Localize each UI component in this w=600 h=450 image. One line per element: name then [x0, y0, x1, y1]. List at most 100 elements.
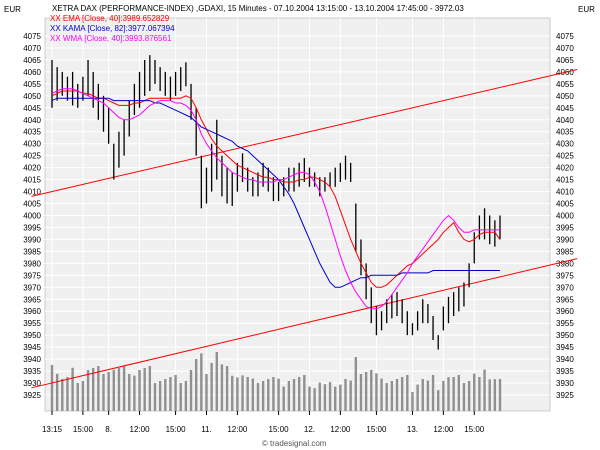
y-tick-label: 4065	[23, 56, 41, 65]
y-axis-right: 3925 3930 3935 3940 3945 3950 3955 3960 3965 3970…	[556, 32, 574, 400]
volume-bar	[76, 383, 79, 411]
brand-icon: ©	[262, 439, 268, 448]
currency-left: EUR	[4, 5, 21, 14]
volume-bar	[210, 363, 213, 411]
upper-channel-line	[31, 69, 578, 197]
y-tick-label: 3980	[23, 259, 41, 268]
x-tick-label: 12:00	[330, 425, 351, 434]
volume-bar	[231, 375, 234, 411]
gridlines	[45, 18, 550, 411]
volume-bar	[308, 386, 311, 411]
x-tick-label: 12.	[304, 425, 315, 434]
y-tick-label: 3960	[556, 307, 574, 316]
y-tick-label: 3985	[556, 247, 574, 256]
volume-bar	[426, 380, 430, 411]
volume-bar	[102, 374, 105, 411]
y-tick-label: 4015	[23, 176, 41, 185]
x-tick-label: 12:00	[227, 425, 248, 434]
y-tick-label: 4070	[23, 44, 41, 53]
ema-legend: XX EMA [Close, 40]:3989.652829	[50, 14, 170, 23]
volume-bar	[220, 364, 224, 411]
wma-legend: XX WMA [Close, 40]:3993.876561	[50, 34, 172, 43]
volume-bar	[143, 368, 146, 411]
volume-bar	[478, 377, 481, 411]
y-tick-label: 3975	[23, 271, 41, 280]
volume-bar	[158, 381, 162, 411]
volume-bar	[370, 370, 373, 411]
y-tick-label: 3990	[556, 235, 574, 244]
volume-bar	[493, 379, 497, 411]
volume-bar	[431, 375, 435, 411]
volume-bar	[169, 377, 172, 411]
x-tick-label: 12:00	[433, 425, 454, 434]
volume-bar	[334, 386, 337, 411]
volume-bar	[282, 386, 285, 411]
volume-bar	[287, 381, 291, 411]
y-tick-label: 3995	[556, 223, 574, 232]
volume-bar	[184, 381, 188, 411]
volume-bar	[442, 381, 445, 411]
volume-bar	[318, 382, 321, 411]
volume-bar	[467, 381, 471, 411]
y-tick-label: 4050	[556, 92, 574, 101]
volume-bar	[251, 378, 255, 411]
volume-bar	[148, 366, 152, 411]
y-tick-label: 4065	[556, 56, 574, 65]
y-tick-label: 4035	[23, 128, 41, 137]
volume-bar	[421, 379, 424, 411]
y-tick-label: 4000	[23, 212, 41, 221]
y-tick-label: 4055	[23, 80, 41, 89]
volume-bar	[164, 379, 167, 411]
y-tick-label: 3925	[556, 391, 574, 400]
x-tick-label: 15:00	[464, 425, 485, 434]
x-tick-label: 11.	[201, 425, 212, 434]
volume-bar	[246, 377, 249, 411]
volume-bar	[55, 373, 59, 411]
y-tick-label: 3965	[23, 295, 41, 304]
volume-bar	[385, 383, 388, 411]
y-axis-left: 3925 3930 3935 3940 3945 3950 3955 3960 3965 3970…	[23, 32, 41, 400]
y-tick-label: 4045	[556, 104, 574, 113]
y-tick-label: 4045	[23, 104, 41, 113]
price-bars	[51, 55, 501, 350]
y-tick-label: 3980	[556, 259, 574, 268]
volume-bar	[138, 370, 141, 411]
volume-bar	[328, 382, 332, 411]
volume-bar	[189, 370, 193, 411]
y-tick-label: 3975	[556, 271, 574, 280]
volume-bar	[241, 375, 244, 411]
y-tick-label: 4040	[23, 116, 41, 125]
y-tick-label: 4015	[556, 176, 574, 185]
y-tick-label: 4025	[556, 152, 574, 161]
brand-label: tradesignal.com	[270, 439, 327, 448]
y-tick-label: 4055	[556, 80, 574, 89]
volume-bar	[71, 367, 74, 411]
volume-bar	[462, 383, 466, 411]
volume-bar	[50, 365, 54, 411]
volume-bar	[133, 375, 136, 411]
volume-bar	[488, 379, 491, 411]
volume-bar	[411, 392, 414, 411]
volume-bar	[272, 377, 275, 411]
volume-bar	[344, 379, 347, 411]
volume-bar	[153, 383, 157, 411]
x-tick-label: 15:00	[73, 425, 94, 434]
y-tick-label: 4030	[556, 140, 574, 149]
volume-bar	[323, 384, 327, 411]
y-tick-label: 3960	[23, 307, 41, 316]
x-tick-label: 13:15	[42, 425, 63, 434]
y-tick-label: 4020	[23, 164, 41, 173]
volume-bar	[128, 374, 131, 411]
y-tick-label: 3985	[23, 247, 41, 256]
volume-bar	[395, 379, 399, 411]
volume-bar	[86, 370, 90, 411]
y-tick-label: 3945	[556, 343, 574, 352]
y-tick-label: 3940	[23, 355, 41, 364]
y-tick-label: 4005	[556, 200, 574, 209]
y-tick-label: 3955	[556, 319, 574, 328]
volume-bar	[447, 377, 450, 411]
series-line	[51, 88, 500, 310]
volume-bar	[349, 380, 352, 411]
x-tick-label: 13.	[407, 425, 418, 434]
volume-bar	[473, 373, 476, 411]
